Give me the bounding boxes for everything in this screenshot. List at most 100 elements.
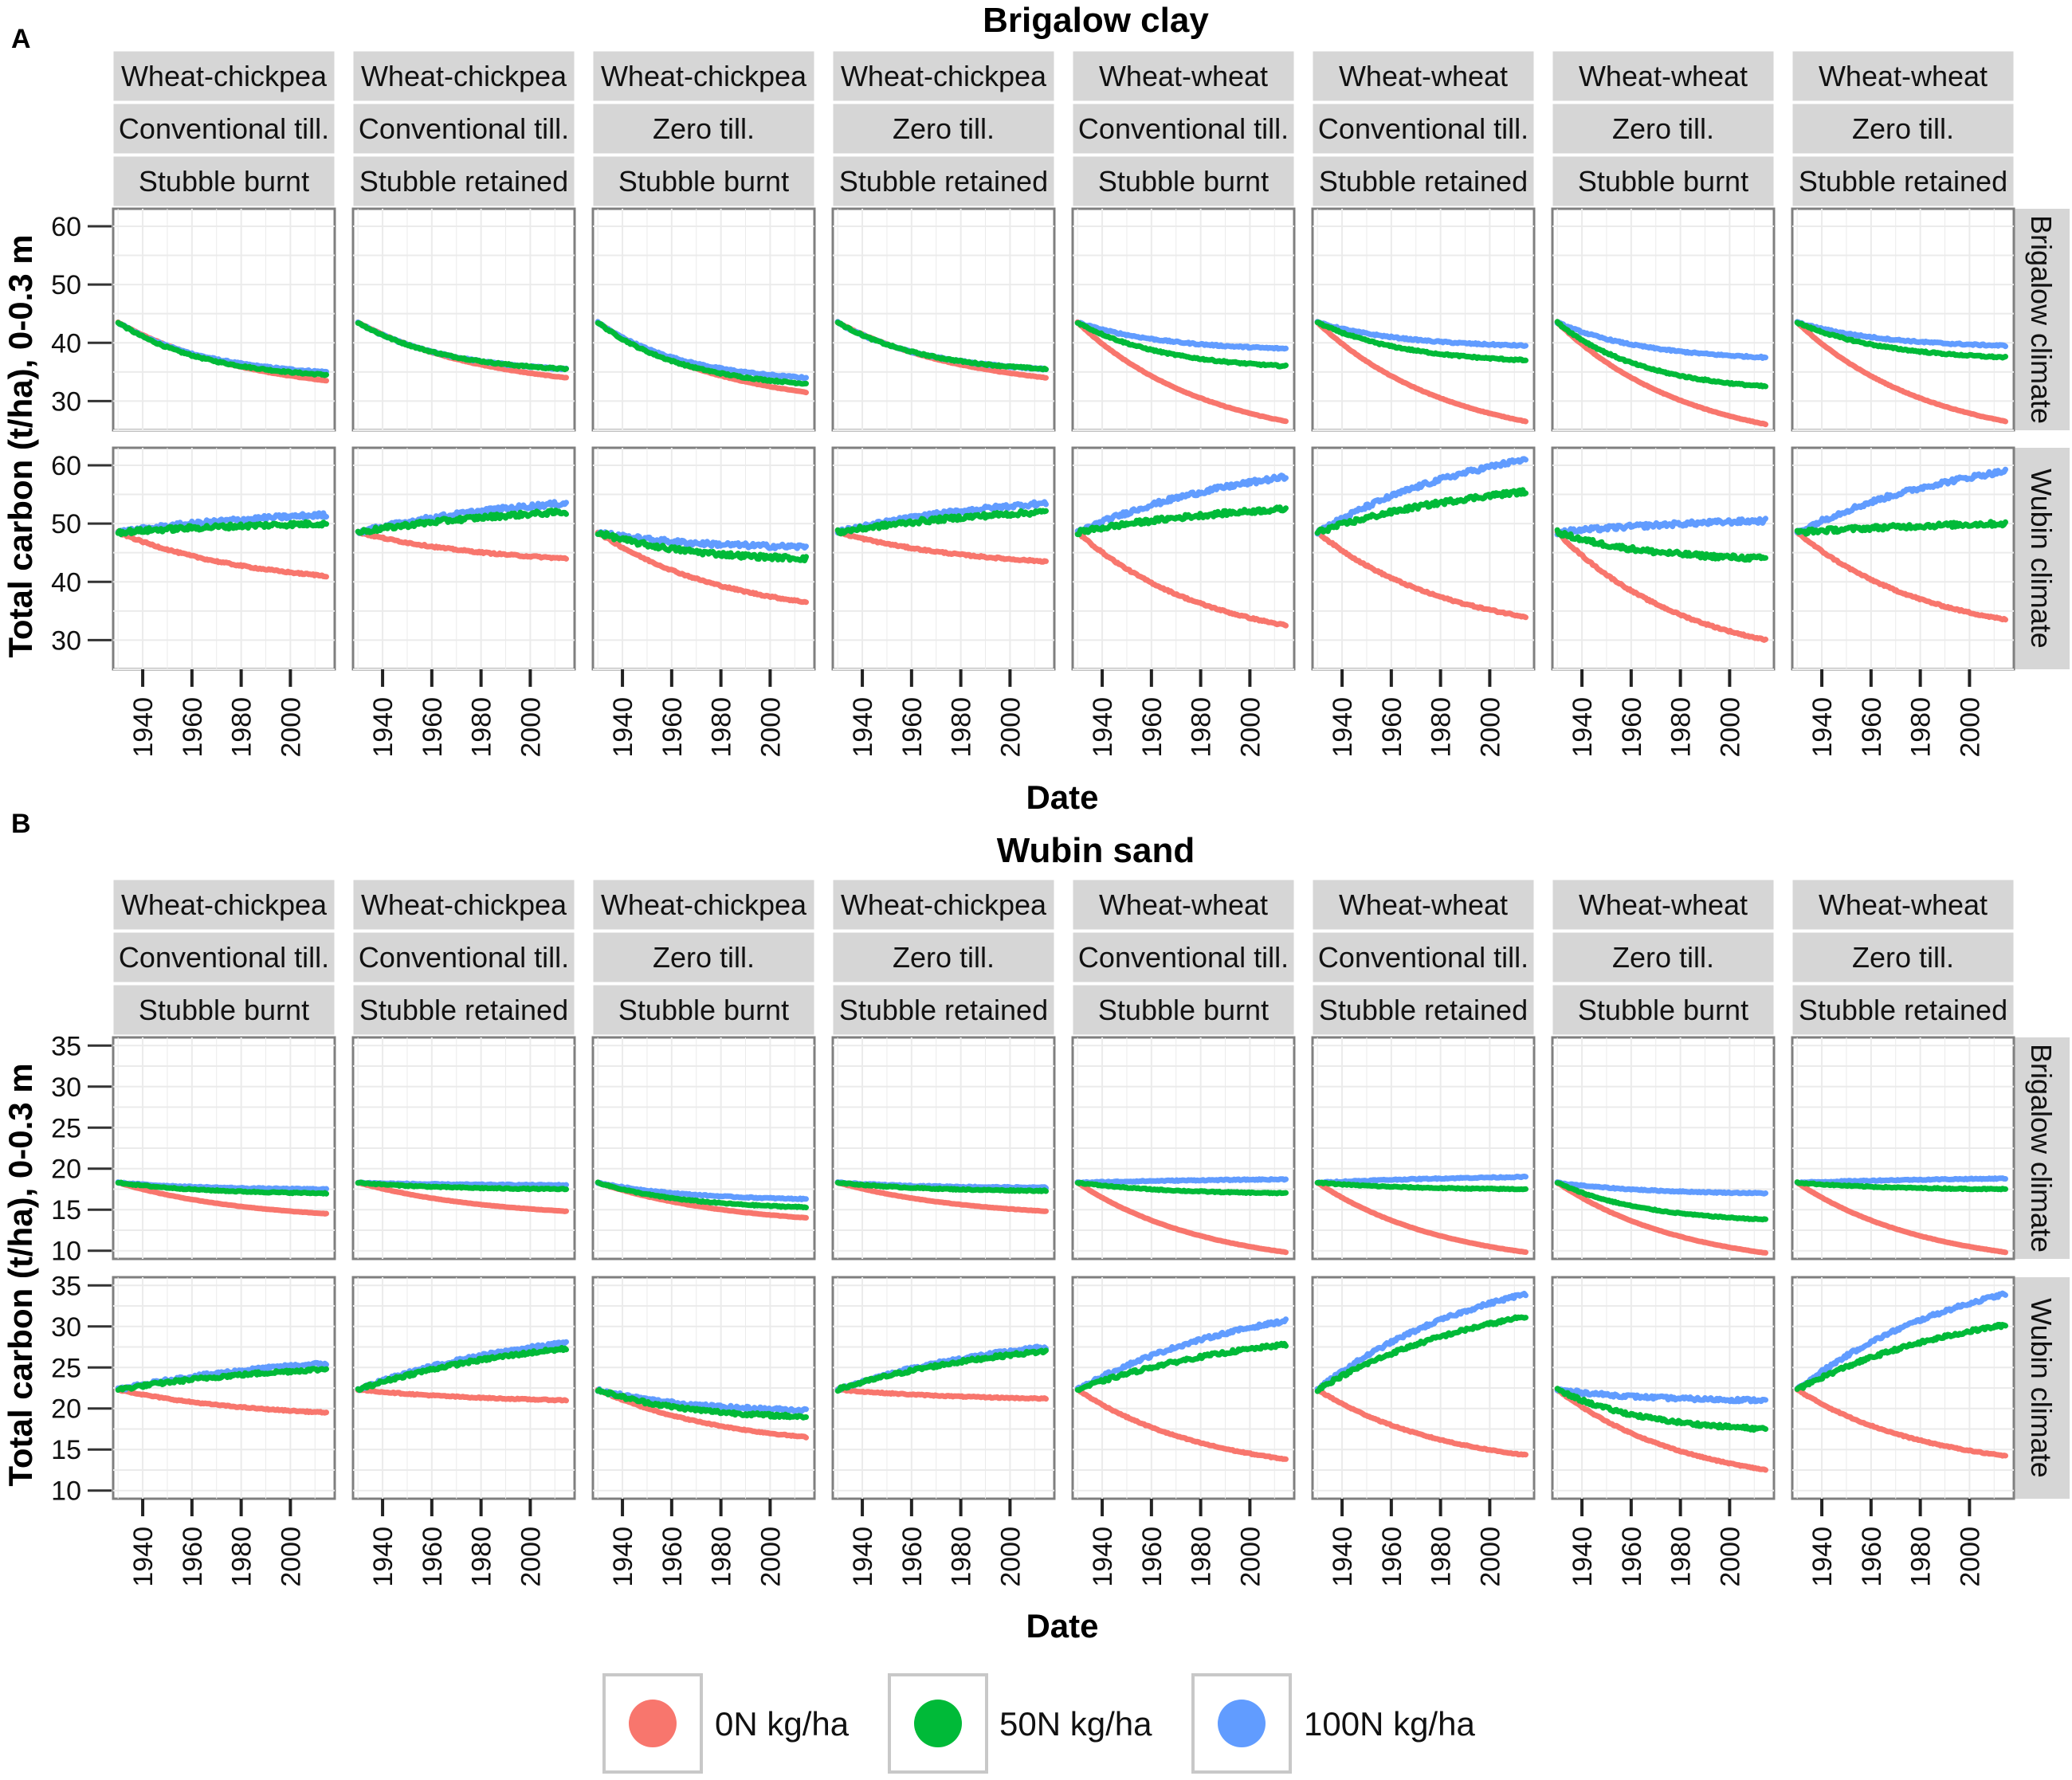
panel-b-facet-r1-c8 [1791, 1036, 2015, 1261]
panel-a-strip-col1-level1 [112, 50, 336, 102]
series-line-0n [1074, 530, 1289, 629]
panel-a-title: Brigalow clay [983, 1, 1209, 40]
series-line-50n [1314, 1314, 1528, 1394]
series-line-0n [1074, 1386, 1289, 1462]
series-line-50n [355, 1345, 569, 1394]
panel-b-x-tick-label: 1960 [418, 1527, 448, 1587]
panel-a-strip-label-col2-level2: Conventional till. [359, 112, 569, 145]
panel-a-x-tick-label: 1940 [1088, 697, 1118, 758]
panel-b-facet-grid: Wheat-chickpea Conventional till. Stubble … [51, 879, 2070, 1587]
panel-b-strip-col7-level2 [1552, 931, 1775, 983]
panel-a-x-tick-label: 2000 [1235, 697, 1266, 758]
series-line-100n [1314, 456, 1528, 537]
panel-a-y-tick-label: 30 [51, 386, 81, 417]
panel-a-x-tick-label: 1980 [467, 697, 497, 758]
panel-b-strip-label-col2-level2: Conventional till. [359, 941, 569, 974]
panel-a-x-tick-label: 1940 [608, 697, 638, 758]
panel-b-x-tick-label: 1960 [1617, 1527, 1647, 1587]
panel-b-strip-label-col4-level1: Wheat-chickpea [841, 888, 1047, 921]
panel-a-x-tick-label: 1960 [1377, 697, 1407, 758]
panel-b-strip-col1-level2 [112, 931, 336, 983]
panel-a-strip-col2-level2 [352, 103, 575, 155]
panel-a-x-tick-label: 2000 [755, 697, 786, 758]
panel-a-strip-col8-level3 [1791, 155, 2015, 207]
series-line-100n [1314, 1291, 1528, 1393]
panel-a-x-tick-label: 2000 [276, 697, 306, 758]
panel-a-facet-r2-c1 [112, 446, 336, 671]
panel-b-row-strip-label-2: Wubin climate [2025, 1298, 2058, 1477]
panel-b-x-tick-label: 1980 [707, 1527, 737, 1587]
panel-a-facet-r2-c7 [1551, 446, 1776, 671]
panel-b-x-tick-label: 1940 [1568, 1527, 1598, 1587]
series-line-0n [1794, 1386, 2008, 1459]
series-line-50n [1074, 504, 1289, 538]
panel-a-x-tick-label: 2000 [995, 697, 1026, 758]
panel-a-x-tick-label: 1960 [657, 697, 688, 758]
panel-b-facet-r2-c5 [1071, 1276, 1296, 1500]
panel-b-x-tick-label: 2000 [1955, 1527, 1985, 1587]
panel-b-facet-r1-c2 [351, 1036, 576, 1261]
panel-b-strip-col6-level3 [1312, 984, 1535, 1036]
facet-background [1071, 207, 1296, 432]
panel-b-y-tick-label: 20 [51, 1394, 81, 1425]
panel-a-strip-col1-level3 [112, 155, 336, 207]
panel-b-strip-col3-level1 [592, 879, 815, 931]
panel-a-x-tick-label: 1960 [1857, 697, 1887, 758]
panel-a-strip-col4-level3 [832, 155, 1055, 207]
panel-a-y-tick-label: 40 [51, 567, 81, 598]
series-line-0n [355, 528, 569, 562]
panel-b-x-tick-label: 1940 [848, 1527, 878, 1587]
panel-b-strip-col5-level3 [1072, 984, 1295, 1036]
panel-a-x-tick-label: 2000 [1715, 697, 1745, 758]
panel-a-x-tick-label: 1960 [1137, 697, 1167, 758]
panel-a-y-tick-label: 60 [51, 212, 81, 242]
panel-b-y-tick-label: 25 [51, 1353, 81, 1383]
panel-a-strip-col3-level3 [592, 155, 815, 207]
panel-b-x-tick-label: 1980 [1906, 1527, 1937, 1587]
panel-b-y-tick-label: 35 [51, 1031, 81, 1061]
panel-b-x-tick-label: 1960 [1857, 1527, 1887, 1587]
panel-b-strip-col7-level3 [1552, 984, 1775, 1036]
series-line-50n [1074, 1340, 1289, 1394]
panel-a-x-tick-label: 1980 [947, 697, 977, 758]
panel-a-facet-r2-c5 [1071, 446, 1296, 671]
panel-b-strip-label-col5-level1: Wheat-wheat [1099, 888, 1268, 921]
panel-b-x-tick-label: 1940 [1328, 1527, 1358, 1587]
panel-a-facet-r1-c1 [112, 207, 336, 432]
panel-b-strip-label-col2-level3: Stubble retained [359, 994, 568, 1026]
panel-b-row-strip-2 [2014, 1277, 2070, 1499]
panel-a-x-tick-label: 1960 [418, 697, 448, 758]
facet-background [831, 207, 1056, 432]
panel-b-facet-r2-c4 [831, 1276, 1056, 1500]
series-line-0n [355, 1179, 569, 1214]
panel-a-strip-col7-level3 [1552, 155, 1775, 207]
panel-b-x-tick-label: 1960 [1137, 1527, 1167, 1587]
panel-a-y-tick-label: 50 [51, 509, 81, 539]
series-line-50n [355, 320, 569, 373]
series-line-100n [1314, 1173, 1528, 1186]
panel-b-x-tick-label: 2000 [516, 1527, 546, 1587]
series-line-50n [115, 1366, 329, 1393]
panel-b-x-tick-label: 1980 [947, 1527, 977, 1587]
series-line-0n [115, 528, 329, 580]
panel-a-facet-r1-c8 [1791, 207, 2015, 432]
panel-b-strip-col1-level3 [112, 984, 336, 1036]
legend-label-50n: 50N kg/ha [999, 1705, 1152, 1743]
series-line-0n [834, 1386, 1049, 1402]
panel-a-strip-label-col7-level2: Zero till. [1612, 112, 1714, 145]
series-line-100n [1554, 1179, 1768, 1197]
panel-a-facet-r1-c4 [831, 207, 1056, 432]
series-line-100n [1074, 472, 1289, 534]
series-line-0n [1314, 530, 1528, 621]
panel-b-row-strip-label-1: Brigalow climate [2025, 1044, 2058, 1253]
panel-b-strip-label-col1-level2: Conventional till. [119, 941, 329, 974]
legend-label-0n: 0N kg/ha [715, 1705, 850, 1743]
series-line-50n [115, 320, 329, 378]
panel-a-strip-col1-level2 [112, 103, 336, 155]
panel-a-facet-r1-c3 [591, 207, 816, 432]
facet-background [351, 207, 576, 432]
series-line-0n [595, 1386, 809, 1441]
panel-b-x-tick-label: 1960 [178, 1527, 208, 1587]
panel-a-strip-label-col6-level1: Wheat-wheat [1339, 60, 1508, 92]
panel-b-x-tick-label: 1980 [227, 1527, 257, 1587]
